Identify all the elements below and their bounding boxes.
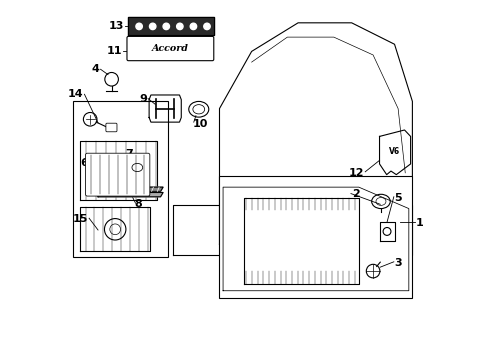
Circle shape (176, 23, 183, 30)
Circle shape (163, 23, 169, 30)
Circle shape (136, 23, 142, 30)
Polygon shape (98, 193, 163, 197)
Text: Accord: Accord (151, 44, 188, 53)
Text: 9: 9 (139, 94, 147, 104)
Text: V6: V6 (388, 147, 399, 156)
Text: 3: 3 (394, 258, 401, 268)
Text: 11: 11 (106, 46, 122, 56)
Text: 8: 8 (134, 199, 142, 209)
Text: 5: 5 (394, 193, 401, 203)
Polygon shape (128, 18, 214, 35)
Text: 15: 15 (73, 214, 88, 224)
FancyBboxPatch shape (73, 102, 167, 257)
Text: 6: 6 (80, 158, 88, 168)
Circle shape (149, 23, 156, 30)
FancyBboxPatch shape (106, 123, 117, 132)
Text: 7: 7 (124, 149, 132, 159)
Text: 14: 14 (67, 89, 83, 99)
FancyBboxPatch shape (219, 176, 411, 298)
Text: 10: 10 (192, 118, 208, 129)
Circle shape (190, 23, 196, 30)
Polygon shape (98, 187, 163, 192)
FancyBboxPatch shape (127, 36, 213, 61)
Text: 12: 12 (348, 168, 364, 178)
Text: 2: 2 (351, 189, 359, 199)
FancyBboxPatch shape (85, 153, 149, 196)
Text: 1: 1 (415, 218, 423, 228)
Circle shape (203, 23, 210, 30)
Text: 13: 13 (108, 21, 123, 31)
Text: 4: 4 (92, 64, 100, 74)
